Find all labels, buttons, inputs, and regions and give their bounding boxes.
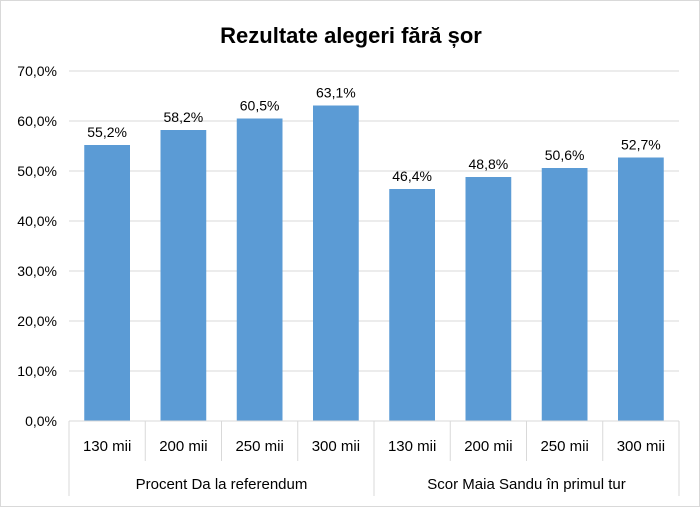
y-tick-label: 20,0% [17, 313, 57, 329]
bar [160, 130, 207, 421]
y-tick-label: 50,0% [17, 163, 57, 179]
y-tick-label: 70,0% [17, 63, 57, 79]
bar [84, 145, 130, 421]
x-tick-label: 130 mii [83, 438, 131, 455]
data-label: 52,7% [621, 137, 661, 153]
bar [313, 105, 359, 421]
x-tick-label: 200 mii [159, 438, 207, 455]
bar [618, 157, 664, 421]
y-tick-label: 10,0% [17, 363, 57, 379]
x-tick-label: 200 mii [464, 438, 512, 455]
x-tick-label: 250 mii [540, 438, 588, 455]
x-tick-label: 130 mii [388, 438, 436, 455]
data-label: 50,6% [545, 147, 585, 163]
group-label: Scor Maia Sandu în primul tur [427, 476, 625, 493]
data-label: 48,8% [469, 156, 509, 172]
data-label: 58,2% [164, 109, 204, 125]
y-tick-label: 60,0% [17, 113, 57, 129]
y-tick-label: 0,0% [25, 413, 57, 429]
data-label: 55,2% [87, 124, 127, 140]
bar [465, 177, 512, 421]
bar [389, 189, 435, 421]
bar [236, 118, 283, 421]
data-label: 60,5% [240, 98, 280, 114]
group-label: Procent Da la referendum [136, 476, 308, 493]
data-label: 46,4% [392, 168, 432, 184]
data-label: 63,1% [316, 85, 356, 101]
x-tick-label: 300 mii [312, 438, 360, 455]
x-tick-label: 250 mii [235, 438, 283, 455]
y-tick-label: 30,0% [17, 263, 57, 279]
y-tick-label: 40,0% [17, 213, 57, 229]
x-tick-label: 300 mii [617, 438, 665, 455]
chart-title: Rezultate alegeri fără șor [220, 23, 482, 48]
bar [541, 168, 588, 421]
